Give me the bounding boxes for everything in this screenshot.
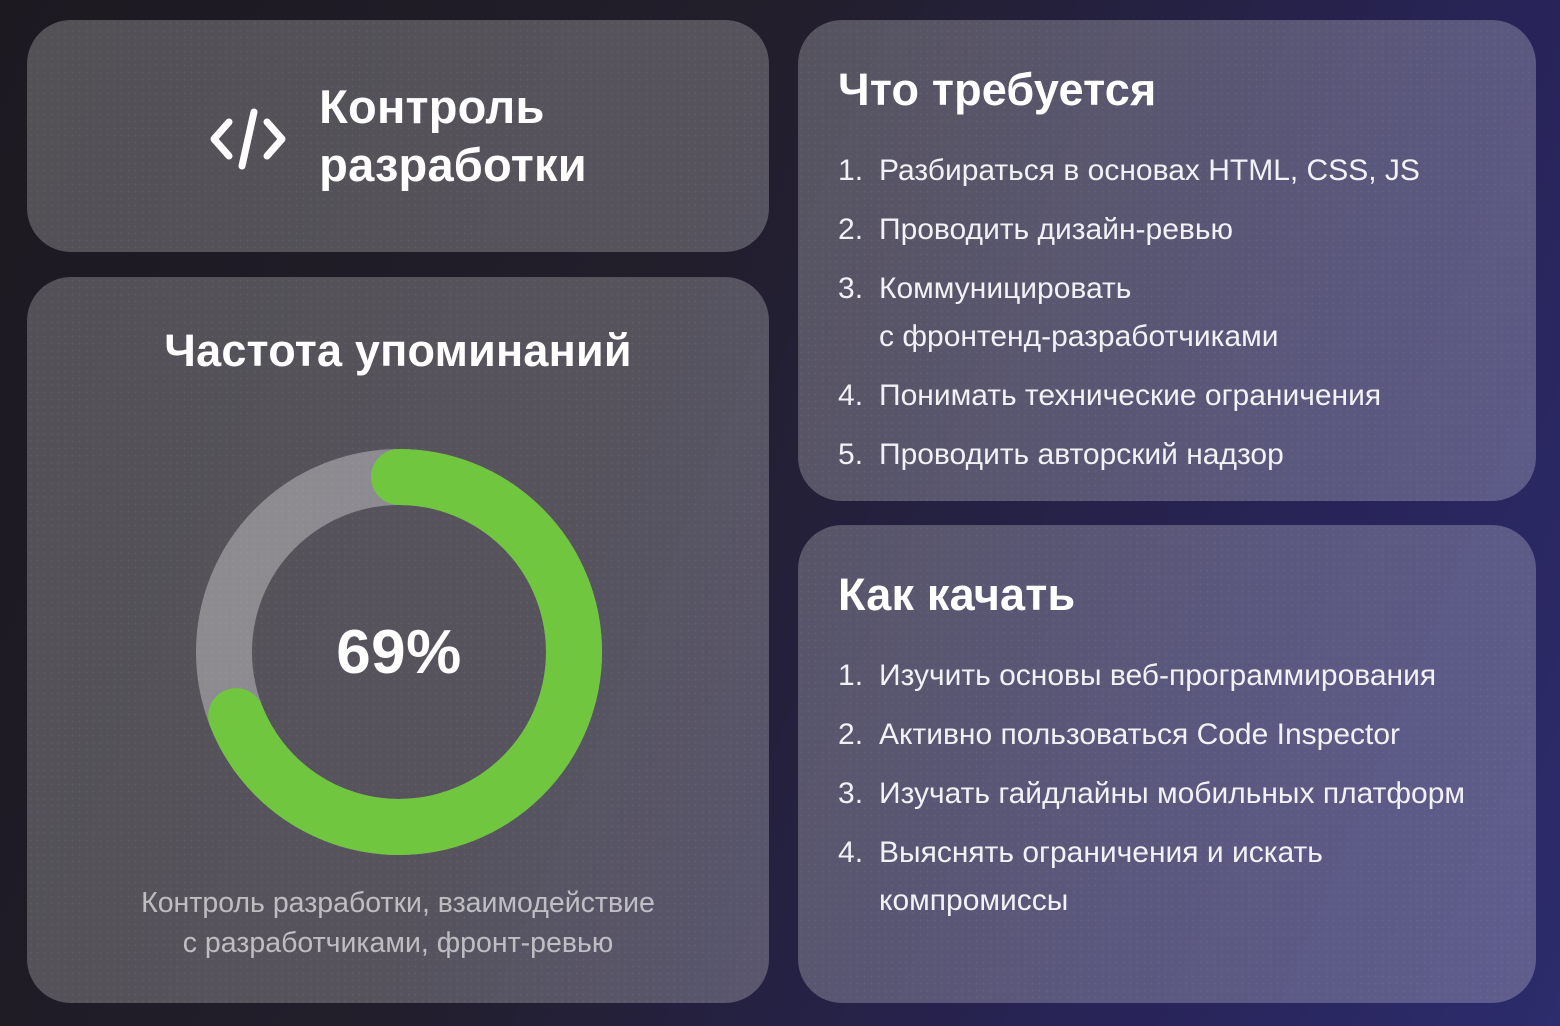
list-item: Проводить авторский надзор — [879, 438, 1284, 471]
chart-heading: Частота упоминаний — [164, 325, 632, 376]
title-row: Контроль разработки — [209, 78, 587, 194]
donut-chart-svg — [196, 449, 602, 855]
donut-progress — [196, 449, 602, 855]
mention-frequency-card: Частота упоминаний 69% Контроль разработ… — [27, 277, 769, 1003]
howto-list: Изучить основы веб-программирования Акти… — [838, 652, 1496, 925]
requirements-heading: Что требуется — [838, 64, 1157, 115]
list-item: Изучить основы веб-программирования — [879, 659, 1437, 692]
title-card: Контроль разработки — [27, 20, 769, 252]
code-icon — [210, 108, 286, 170]
page-title: Контроль разработки — [319, 80, 587, 191]
list-item: Проводить дизайн-ревью — [879, 213, 1233, 246]
list-item: Изучать гайдлайны мобильных платформ — [879, 777, 1466, 810]
requirements-list: Разбираться в основах HTML, CSS, JS Пров… — [838, 147, 1496, 479]
donut-chart: 69% — [193, 446, 605, 858]
list-item: Активно пользоваться Code Inspector — [879, 718, 1401, 751]
howto-card: Как качать Изучить основы веб-программир… — [798, 525, 1536, 1003]
list-item: Выяснять ограничения и искать компромисс… — [879, 836, 1323, 917]
list-item: Понимать технические ограничения — [879, 379, 1382, 412]
list-item: Коммуницировать с фронтенд-разработчикам… — [879, 272, 1279, 353]
chart-caption: Контроль разработки, взаимодействие с ра… — [141, 887, 655, 959]
howto-heading: Как качать — [838, 569, 1076, 620]
donut-percent-label: 69% — [336, 617, 462, 687]
list-item: Разбираться в основах HTML, CSS, JS — [879, 154, 1420, 187]
requirements-card: Что требуется Разбираться в основах HTML… — [798, 20, 1536, 501]
